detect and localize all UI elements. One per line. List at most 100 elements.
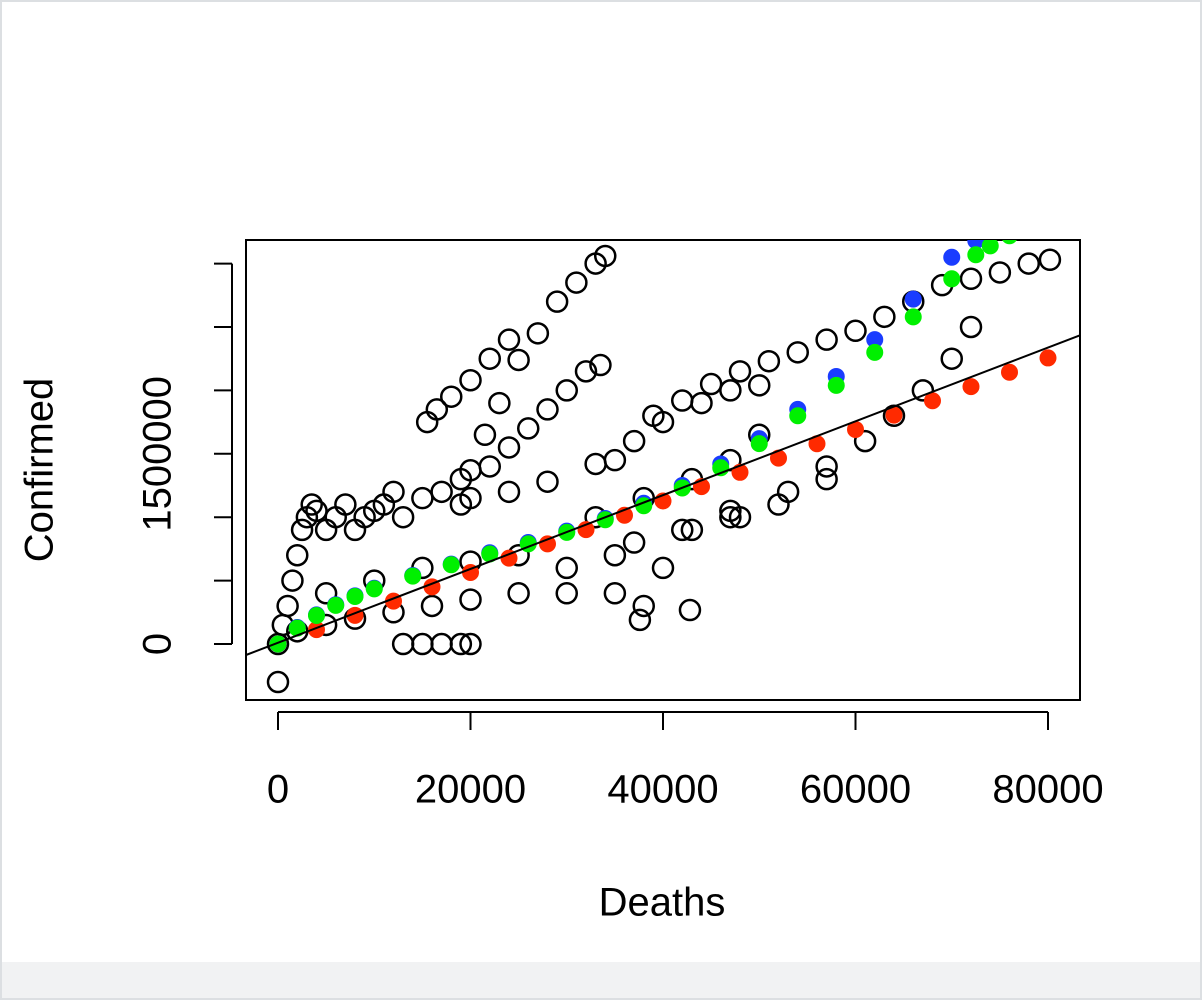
data-point-open	[497, 436, 521, 459]
data-point-open	[459, 368, 482, 392]
data-point-open	[690, 391, 713, 415]
data-point	[404, 567, 422, 585]
data-point	[943, 248, 961, 266]
data-point	[269, 635, 287, 653]
data-point	[365, 580, 383, 598]
data-point-open	[459, 632, 482, 656]
bottom-strip	[2, 962, 1200, 998]
data-point-open	[670, 518, 694, 542]
data-point	[981, 240, 999, 255]
data-point-open	[300, 493, 323, 516]
data-point-open	[517, 417, 540, 440]
data-point-open	[940, 347, 963, 370]
data-point-open	[594, 244, 617, 268]
data-point-open	[286, 543, 309, 567]
data-point-open	[719, 379, 742, 402]
data-point-open	[507, 348, 530, 372]
data-point-open	[281, 569, 304, 592]
data-point-open	[391, 505, 415, 529]
x-axis-label: Deaths	[599, 881, 726, 925]
data-point-open	[603, 448, 627, 472]
data-point-open	[507, 582, 530, 605]
data-point-open	[853, 429, 877, 453]
data-point-open	[565, 271, 588, 294]
data-point-open	[536, 470, 559, 493]
data-point-open	[911, 379, 935, 402]
data-point-open	[603, 582, 627, 605]
regression-line	[246, 334, 1080, 656]
data-point	[789, 407, 807, 425]
data-point-open	[622, 531, 646, 554]
data-point-open	[545, 290, 569, 313]
data-point-open	[699, 372, 723, 396]
plot-area	[246, 240, 1080, 694]
data-point-open	[430, 480, 453, 504]
data-point-open	[757, 349, 781, 373]
y-tick-label: 0	[136, 633, 180, 655]
data-point-open	[382, 480, 405, 504]
data-point-open	[680, 518, 704, 542]
data-point	[923, 392, 941, 410]
x-tick-label: 0	[267, 768, 289, 812]
data-point-open	[411, 632, 434, 656]
data-point-open	[584, 452, 607, 476]
data-point	[731, 463, 749, 481]
data-point-open	[786, 341, 809, 364]
data-point-open	[678, 598, 702, 622]
data-point-open	[497, 328, 521, 351]
data-point-open	[651, 410, 675, 434]
data-point-open	[719, 505, 742, 529]
data-point	[539, 535, 557, 553]
x-tick-label: 20000	[415, 768, 526, 812]
x-tick-label: 40000	[607, 768, 718, 812]
data-point	[308, 606, 326, 624]
data-point-open	[459, 588, 482, 611]
data-point-open	[988, 261, 1012, 284]
data-point	[943, 270, 961, 288]
data-point-open	[478, 347, 502, 370]
data-point	[967, 246, 985, 264]
data-point-open	[603, 543, 627, 567]
data-point-open	[776, 480, 800, 504]
data-point-open	[651, 556, 675, 580]
data-point-open	[555, 582, 579, 605]
data-point-open	[959, 267, 983, 291]
data-point-open	[747, 374, 771, 397]
data-point-open	[873, 305, 896, 329]
data-point	[827, 376, 845, 394]
data-point-open	[420, 594, 444, 618]
data-point-open	[1038, 248, 1062, 272]
data-point	[904, 290, 922, 308]
data-point-open	[555, 379, 579, 402]
data-point	[442, 556, 460, 574]
data-point-open	[628, 608, 652, 632]
data-point-open	[844, 319, 867, 343]
plot-box	[245, 239, 1081, 701]
data-point-open	[728, 505, 752, 529]
data-point-open	[488, 391, 511, 415]
data-point-open	[459, 486, 482, 510]
data-point-open	[497, 480, 521, 504]
data-point	[904, 308, 922, 326]
data-point-open	[411, 486, 434, 510]
data-point	[1039, 349, 1057, 367]
data-point-open	[815, 467, 838, 491]
data-point-open	[449, 632, 473, 656]
data-point-open	[555, 556, 579, 580]
data-point-open	[728, 360, 752, 383]
data-point-open	[290, 518, 314, 542]
data-point-open	[430, 632, 453, 656]
data-point-open	[391, 632, 415, 656]
data-point-open	[815, 328, 838, 351]
data-point-open	[473, 423, 497, 447]
data-point	[1000, 363, 1018, 381]
data-point-open	[632, 594, 656, 618]
data-point	[866, 343, 884, 361]
data-point	[346, 587, 364, 605]
x-tick-label: 80000	[992, 768, 1103, 812]
data-point-open	[959, 315, 983, 339]
data-point-open	[276, 594, 299, 618]
data-point-open	[314, 582, 338, 605]
